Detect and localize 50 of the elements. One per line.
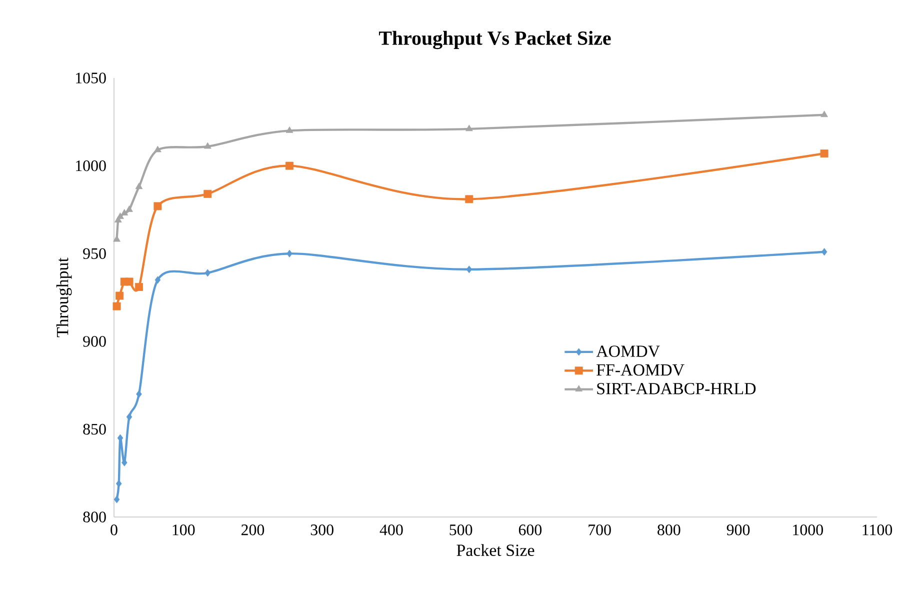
x-tick-label: 0 (110, 524, 118, 536)
y-tick-label: 1000 (76, 160, 106, 172)
x-tick-label: 900 (726, 524, 750, 536)
x-tick-label: 700 (588, 524, 611, 536)
point (204, 269, 211, 277)
point (821, 248, 828, 256)
point (820, 150, 828, 158)
y-tick-label: 1050 (76, 72, 106, 84)
y-tick-label: 800 (83, 512, 106, 522)
point (154, 146, 162, 152)
y-tick-label: 900 (83, 336, 106, 347)
point (466, 266, 472, 274)
point (126, 413, 132, 421)
x-tick-label: 1100 (862, 524, 892, 536)
x-tick-label: 300 (310, 524, 334, 536)
x-tick-label: 500 (450, 524, 472, 536)
point (465, 124, 473, 132)
x-tick-label: 100 (172, 524, 195, 536)
point (112, 302, 121, 310)
point (116, 212, 124, 219)
point (135, 182, 143, 190)
point (120, 209, 128, 216)
x-tick-label: 600 (518, 524, 542, 536)
point (114, 496, 120, 504)
point (136, 390, 142, 398)
x-tick-label: 1000 (793, 524, 823, 536)
point (286, 162, 294, 170)
y-tick-label: 850 (83, 424, 106, 435)
point (286, 126, 294, 133)
legend-label: FF-AOMDV (596, 364, 684, 376)
point (126, 206, 133, 212)
legend-label: SIRT-ADABCP-HRLD (597, 382, 756, 394)
y-axis-title: Throughput (56, 258, 72, 338)
point (116, 292, 124, 300)
x-tick-label: 400 (380, 524, 403, 536)
x-axis-title: Packet Size (456, 544, 534, 556)
chart-title: Throughput Vs Packet Size (378, 30, 611, 50)
legend-label: AOMDV (596, 346, 660, 358)
point (820, 110, 828, 118)
x-tick-label: 200 (241, 524, 264, 536)
point (286, 250, 292, 258)
point (154, 202, 162, 210)
point (134, 282, 143, 291)
point (465, 195, 474, 204)
point (125, 278, 134, 286)
point (204, 142, 212, 149)
x-tick-label: 800 (658, 524, 680, 536)
point (204, 190, 212, 198)
y-tick-label: 950 (83, 248, 106, 259)
point (154, 276, 161, 284)
